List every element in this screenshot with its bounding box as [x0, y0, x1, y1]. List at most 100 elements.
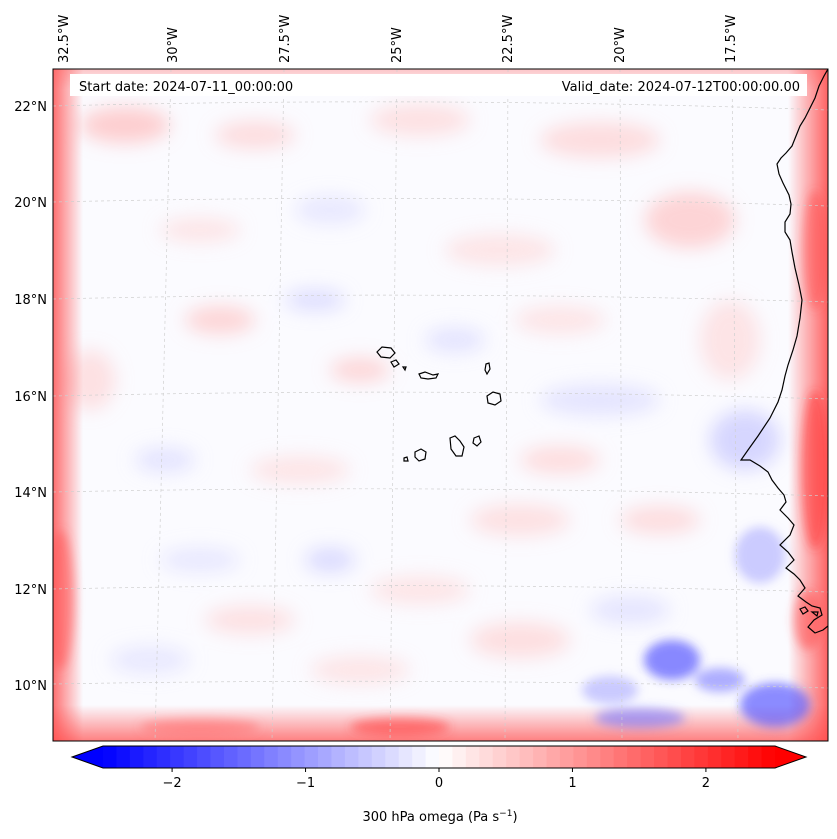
- colorbar-segment: [237, 746, 252, 768]
- colorbar-segment: [318, 746, 333, 768]
- lon-label-27-5w: 27.5°W: [278, 15, 293, 63]
- latitude-labels: 22°N 20°N 18°N 16°N 14°N 12°N 10°N: [14, 100, 47, 694]
- colorbar-segment: [600, 746, 615, 768]
- colorbar: −2 −1 0 1 2 300 hPa omega (Pa s−1): [70, 745, 808, 825]
- colorbar-segment: [734, 746, 749, 768]
- colorbar-segment: [291, 746, 306, 768]
- colorbar-segment: [156, 746, 171, 768]
- colorbar-min-extend: [72, 746, 103, 768]
- island-sao-vicente: [390, 359, 400, 368]
- colorbar-segment: [533, 746, 548, 768]
- colorbar-segment: [707, 746, 722, 768]
- lat-label-16n: 16°N: [14, 390, 47, 405]
- colorbar-segment: [452, 746, 467, 768]
- lon-label-32-5w: 32.5°W: [57, 15, 72, 63]
- island-fogo: [414, 448, 427, 462]
- colorbar-segment: [170, 746, 185, 768]
- bijagos-islands: [799, 606, 819, 618]
- lat-label-18n: 18°N: [14, 293, 47, 308]
- colorbar-segment: [425, 746, 440, 768]
- colorbar-tick-label: −1: [296, 776, 315, 791]
- colorbar-segment: [250, 746, 265, 768]
- colorbar-outline: [70, 745, 808, 769]
- colorbar-segment: [546, 746, 561, 768]
- colorbar-segment: [358, 746, 373, 768]
- colorbar-segment: [331, 746, 346, 768]
- map-background: [53, 69, 828, 741]
- map-panel: Start date: 2024-07-11_00:00:00 Valid_da…: [52, 68, 829, 742]
- lon-label-17-5w: 17.5°W: [724, 15, 739, 63]
- lon-label-22-5w: 22.5°W: [501, 15, 516, 63]
- coastlines: [376, 69, 828, 634]
- colorbar-segment: [667, 746, 682, 768]
- colorbar-segment: [613, 746, 628, 768]
- colorbar-segment: [344, 746, 359, 768]
- colorbar-segment: [573, 746, 588, 768]
- colorbar-segment: [479, 746, 494, 768]
- colorbar-segment: [559, 746, 574, 768]
- colorbar-segment: [197, 746, 212, 768]
- colorbar-segment: [519, 746, 534, 768]
- colorbar-segments: [72, 746, 806, 768]
- colorbar-ticks: −2 −1 0 1 2: [163, 768, 710, 791]
- colorbar-segment: [761, 746, 776, 768]
- lat-label-10n: 10°N: [14, 679, 47, 694]
- colorbar-segment: [398, 746, 413, 768]
- colorbar-tick-label: 0: [435, 776, 443, 791]
- colorbar-segment: [627, 746, 642, 768]
- map-frame: [52, 68, 829, 742]
- gridlines: [53, 69, 828, 741]
- colorbar-segment: [183, 746, 198, 768]
- colorbar-segment: [223, 746, 238, 768]
- colorbar-segment: [492, 746, 507, 768]
- strong-anomalies: [53, 190, 828, 736]
- island-sao-nicolau: [418, 371, 440, 380]
- lat-label-14n: 14°N: [14, 486, 47, 501]
- start-date-text: Start date: 2024-07-11_00:00:00: [79, 80, 293, 95]
- colorbar-tick-label: 2: [702, 776, 710, 791]
- island-santa-luzia: [401, 366, 407, 372]
- colorbar-segment: [680, 746, 695, 768]
- island-santo-antao: [376, 346, 396, 359]
- west-africa-coast: [739, 69, 828, 634]
- colorbar-segment: [721, 746, 736, 768]
- colorbar-segment: [694, 746, 709, 768]
- valid-date-text: Valid_date: 2024-07-12T00:00:00.00: [562, 80, 800, 95]
- island-brava: [403, 456, 409, 462]
- island-boa-vista: [486, 391, 502, 406]
- island-santiago: [449, 435, 465, 457]
- colorbar-tick-label: 1: [568, 776, 576, 791]
- colorbar-segment: [465, 746, 480, 768]
- weak-anomalies: [65, 104, 780, 684]
- colorbar-segment: [654, 746, 669, 768]
- colorbar-segment: [412, 746, 427, 768]
- colorbar-segment: [640, 746, 655, 768]
- lon-label-20w: 20°W: [613, 27, 628, 63]
- colorbar-segment: [439, 746, 454, 768]
- colorbar-segment: [506, 746, 521, 768]
- colorbar-segment: [586, 746, 601, 768]
- lon-label-30w: 30°W: [166, 27, 181, 63]
- colorbar-segment: [748, 746, 763, 768]
- lat-label-12n: 12°N: [14, 583, 47, 598]
- colorbar-segment: [103, 746, 118, 768]
- colorbar-label: 300 hPa omega (Pa s−1): [362, 809, 517, 825]
- colorbar-tick-label: −2: [163, 776, 182, 791]
- info-banner: [70, 74, 807, 96]
- longitude-labels: 32.5°W 30°W 27.5°W 25°W 22.5°W 20°W 17.5…: [57, 15, 739, 63]
- colorbar-segment: [277, 746, 292, 768]
- colorbar-segment: [143, 746, 158, 768]
- lat-label-20n: 20°N: [14, 196, 47, 211]
- colorbar-segment: [116, 746, 131, 768]
- colorbar-segment: [210, 746, 225, 768]
- colorbar-segment: [385, 746, 400, 768]
- colorbar-segment: [129, 746, 144, 768]
- island-sal: [484, 362, 491, 376]
- island-maio: [472, 435, 482, 447]
- lon-label-25w: 25°W: [390, 27, 405, 63]
- colorbar-max-extend: [775, 746, 806, 768]
- colorbar-segment: [264, 746, 279, 768]
- colorbar-segment: [371, 746, 386, 768]
- colorbar-segment: [304, 746, 319, 768]
